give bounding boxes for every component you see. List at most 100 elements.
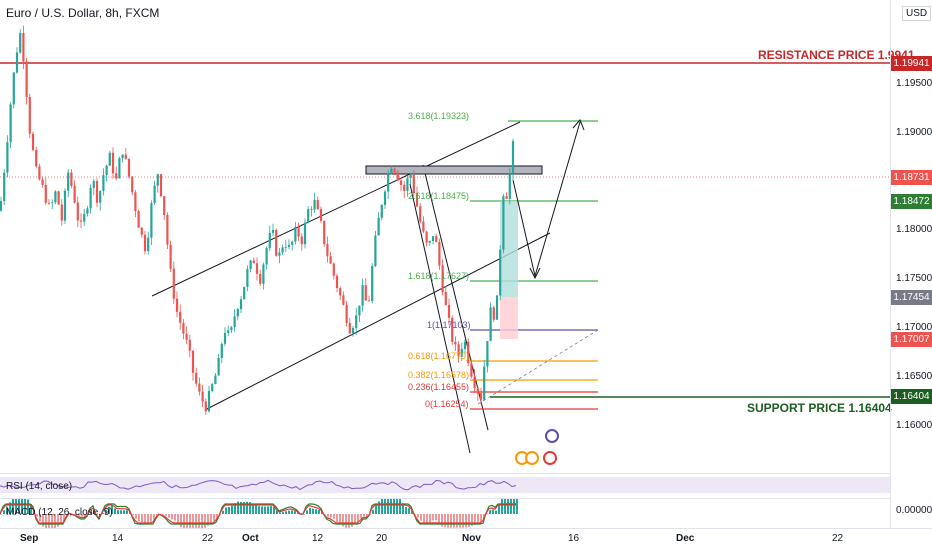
macd-bar: [492, 509, 494, 514]
macd-bar: [324, 514, 326, 515]
macd-bar: [78, 514, 80, 516]
candle-body: [140, 227, 143, 235]
candle-body: [121, 154, 124, 159]
candle-body: [294, 226, 297, 242]
price-chart[interactable]: [0, 0, 890, 528]
candle-body: [179, 311, 182, 323]
channel-lower: [204, 232, 551, 411]
macd-bar: [477, 514, 479, 524]
rsi-band: [0, 477, 890, 493]
loss-zone: [500, 297, 518, 339]
macd-bar: [459, 514, 461, 528]
candle-body: [191, 350, 195, 373]
macd-bar: [246, 501, 248, 514]
macd-line: [0, 503, 516, 525]
event-icons[interactable]: [512, 428, 572, 468]
candle-body: [70, 172, 73, 187]
candle-body: [172, 268, 175, 299]
candle-body: [76, 202, 79, 221]
macd-bar: [387, 499, 389, 514]
candle-body: [463, 341, 467, 349]
macd-bar: [276, 510, 278, 514]
macd-pane[interactable]: [0, 498, 890, 529]
macd-bar: [360, 514, 362, 519]
macd-bar: [399, 499, 401, 514]
macd-bar: [285, 511, 287, 514]
candle-body: [457, 344, 460, 357]
time-tick-label: Nov: [462, 533, 481, 544]
macd-bar: [225, 507, 227, 514]
macd-bar: [249, 502, 251, 514]
candle-body: [281, 247, 284, 253]
candle-body: [383, 191, 387, 205]
candle-body: [86, 208, 89, 214]
candle-body: [28, 97, 31, 134]
currency-button[interactable]: USD: [902, 6, 932, 21]
macd-bar: [228, 506, 230, 514]
macd-bar: [339, 514, 341, 525]
price-tick-label: 1.16000: [896, 419, 932, 431]
candle-body: [185, 333, 188, 340]
price-axis[interactable]: [890, 0, 932, 528]
candle-body: [342, 295, 345, 305]
candle-body: [3, 172, 6, 202]
time-tick-label: 16: [568, 533, 580, 544]
macd-bar: [447, 514, 449, 528]
macd-bar: [198, 514, 200, 529]
rsi-pane[interactable]: [0, 473, 890, 498]
fib-label-0: 0(1.16254): [425, 399, 469, 409]
candle-body: [35, 150, 38, 167]
candle-body: [345, 304, 348, 323]
event-icon: [545, 429, 559, 443]
candle-body: [47, 202, 51, 204]
macd-bar: [144, 514, 146, 523]
macd-bar: [291, 510, 293, 514]
macd-bar: [471, 514, 473, 527]
time-tick-label: 22: [202, 533, 214, 544]
candle-body: [153, 185, 156, 204]
candle-body: [236, 309, 239, 317]
macd-bar: [96, 514, 98, 515]
time-tick-label: 20: [376, 533, 388, 544]
macd-bar: [435, 514, 437, 521]
macd-bar: [480, 514, 482, 523]
macd-bar: [177, 514, 179, 523]
macd-bar: [345, 514, 347, 528]
macd-bar: [516, 499, 518, 514]
candle-body: [451, 317, 454, 342]
candle-body: [137, 210, 140, 228]
time-tick-label: Sep: [20, 533, 39, 544]
macd-bar: [510, 499, 512, 514]
candle-body: [83, 213, 86, 222]
macd-bar: [267, 506, 269, 514]
macd-bar: [15, 499, 17, 514]
macd-bar: [303, 514, 305, 515]
candle-body: [92, 181, 95, 188]
macd-bar: [468, 514, 470, 527]
macd-bar: [252, 504, 254, 514]
macd-bar: [54, 514, 56, 529]
candle-body: [44, 184, 47, 203]
macd-bar: [240, 501, 242, 514]
candle-body: [0, 201, 3, 211]
trend-line-b: [409, 183, 471, 454]
candle-body: [239, 299, 243, 310]
macd-bar: [138, 514, 140, 522]
macd-bar: [501, 499, 503, 514]
price-tick-label: 1.18000: [896, 224, 932, 236]
candle-body: [409, 174, 412, 179]
macd-bar: [438, 514, 440, 524]
time-axis[interactable]: [0, 528, 932, 551]
macd-bar: [51, 514, 53, 529]
resistance-zone: [365, 165, 543, 175]
price-tick-label: 1.17500: [896, 273, 932, 285]
macd-bar: [282, 511, 284, 514]
time-tick-label: Dec: [676, 533, 695, 544]
macd-bar: [237, 501, 239, 514]
macd-bar: [312, 508, 314, 514]
candle-body: [422, 221, 425, 232]
candle-body: [291, 241, 294, 245]
macd-bar: [162, 514, 164, 515]
candle-body: [313, 199, 316, 210]
macd-bar: [48, 514, 50, 529]
